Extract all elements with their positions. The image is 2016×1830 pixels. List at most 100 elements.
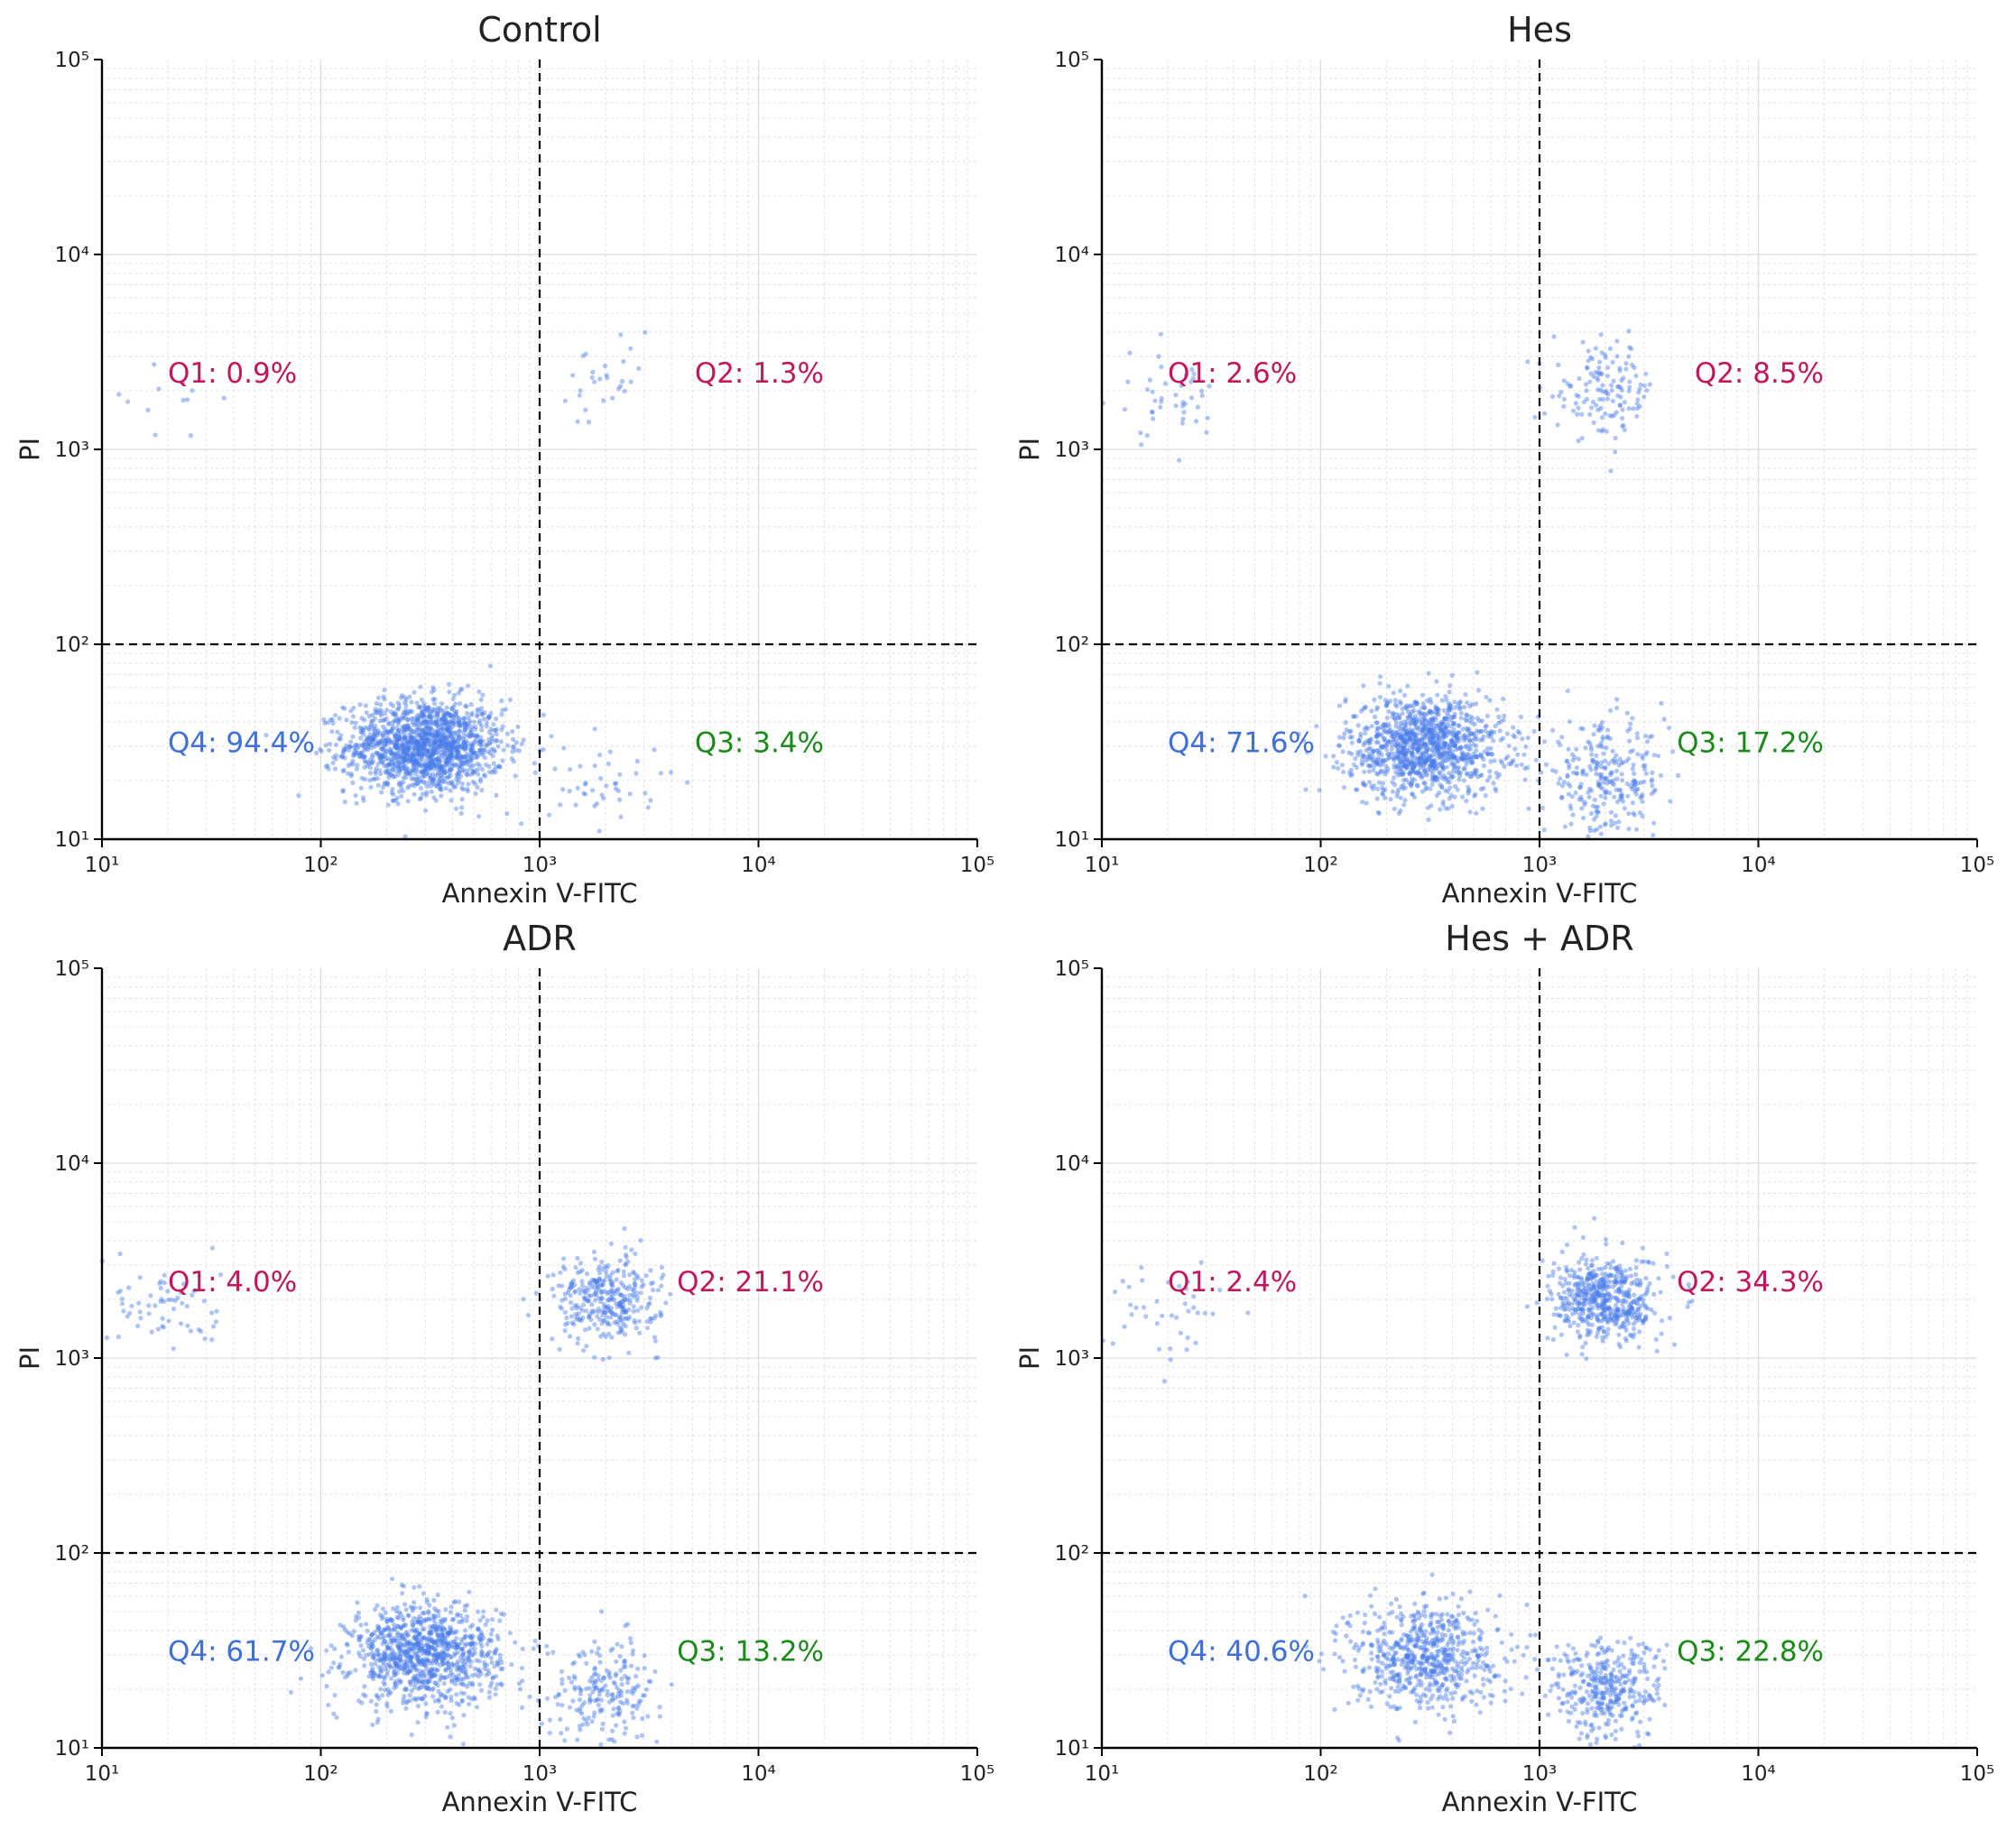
data-point	[569, 1680, 574, 1685]
data-point	[613, 1681, 617, 1686]
data-point	[439, 1676, 443, 1680]
data-point	[1578, 726, 1583, 731]
data-point	[1540, 806, 1545, 810]
grid	[1102, 60, 1977, 839]
data-point	[1384, 764, 1389, 769]
data-point	[595, 1314, 599, 1318]
data-point	[659, 771, 663, 775]
data-point	[1626, 827, 1631, 831]
data-point	[569, 1293, 573, 1298]
data-point	[357, 702, 362, 707]
data-point	[621, 1322, 625, 1326]
data-point	[499, 739, 504, 744]
data-point	[635, 1667, 640, 1671]
data-point	[1498, 728, 1503, 733]
data-point	[418, 685, 422, 689]
data-point	[582, 1700, 587, 1705]
data-point	[1421, 781, 1426, 785]
data-point	[1337, 735, 1342, 739]
data-point	[397, 1610, 402, 1614]
data-point	[386, 803, 391, 808]
data-point	[1398, 809, 1402, 813]
data-point	[391, 712, 395, 716]
data-point	[454, 1692, 458, 1696]
data-point	[1604, 791, 1608, 796]
data-point	[1668, 799, 1672, 803]
data-point	[458, 1677, 463, 1681]
data-point	[1204, 430, 1208, 435]
data-point	[596, 1646, 601, 1650]
data-point	[443, 1667, 448, 1671]
data-point	[338, 716, 342, 721]
data-point	[1566, 781, 1570, 786]
data-point	[1415, 701, 1420, 706]
data-point	[1604, 765, 1608, 770]
data-point	[1462, 738, 1466, 743]
data-point	[444, 1675, 449, 1679]
data-points	[1101, 328, 1680, 838]
data-point	[412, 690, 416, 695]
data-point	[495, 1661, 500, 1666]
data-point	[428, 775, 432, 780]
data-point	[653, 1339, 658, 1344]
data-point	[593, 763, 597, 768]
data-point	[658, 1714, 662, 1719]
data-point	[1589, 405, 1594, 410]
data-point	[492, 747, 496, 752]
data-point	[1125, 380, 1130, 384]
data-point	[1491, 781, 1495, 785]
data-point	[400, 1591, 404, 1595]
data-point	[1632, 789, 1637, 793]
data-point	[592, 1714, 596, 1719]
data-point	[359, 786, 364, 790]
data-point	[1494, 707, 1499, 712]
data-point	[1398, 699, 1402, 704]
data-point	[670, 1682, 674, 1687]
data-point	[395, 707, 400, 712]
data-point	[395, 1642, 400, 1647]
data-point	[388, 1665, 393, 1669]
data-point	[628, 347, 633, 351]
data-point	[584, 1308, 588, 1313]
data-point	[393, 1679, 398, 1684]
data-point	[578, 1709, 582, 1714]
data-point	[1439, 720, 1444, 725]
data-point	[1398, 689, 1402, 693]
data-point	[1399, 721, 1403, 726]
data-point	[1447, 744, 1452, 748]
data-point	[587, 1312, 592, 1317]
data-point	[592, 1355, 596, 1360]
data-point	[485, 744, 489, 748]
data-point	[1410, 742, 1414, 746]
data-point	[469, 756, 474, 761]
data-point	[1511, 733, 1515, 737]
data-point	[624, 1255, 629, 1260]
data-point	[513, 773, 518, 778]
data-point	[430, 698, 435, 702]
data-point	[653, 1313, 658, 1317]
data-point	[464, 1668, 468, 1672]
data-point	[449, 767, 453, 772]
data-point	[423, 1701, 428, 1705]
data-point	[439, 726, 444, 731]
data-point	[1374, 772, 1379, 776]
data-point	[1427, 727, 1431, 732]
data-point	[1413, 714, 1418, 718]
data-point	[587, 1326, 591, 1331]
data-point	[1371, 753, 1375, 758]
data-point	[477, 1682, 482, 1687]
data-point	[608, 1649, 613, 1653]
data-point	[1588, 356, 1593, 360]
data-point	[1463, 692, 1467, 697]
data-point	[489, 1631, 494, 1636]
data-point	[643, 1693, 647, 1697]
data-point	[449, 752, 453, 756]
data-point	[153, 433, 158, 438]
data-point	[1521, 753, 1526, 757]
data-point	[379, 713, 384, 717]
data-point	[483, 1667, 487, 1671]
data-point	[1570, 812, 1575, 817]
data-point	[449, 1670, 453, 1675]
data-point	[1453, 744, 1457, 748]
data-point	[370, 1723, 375, 1727]
